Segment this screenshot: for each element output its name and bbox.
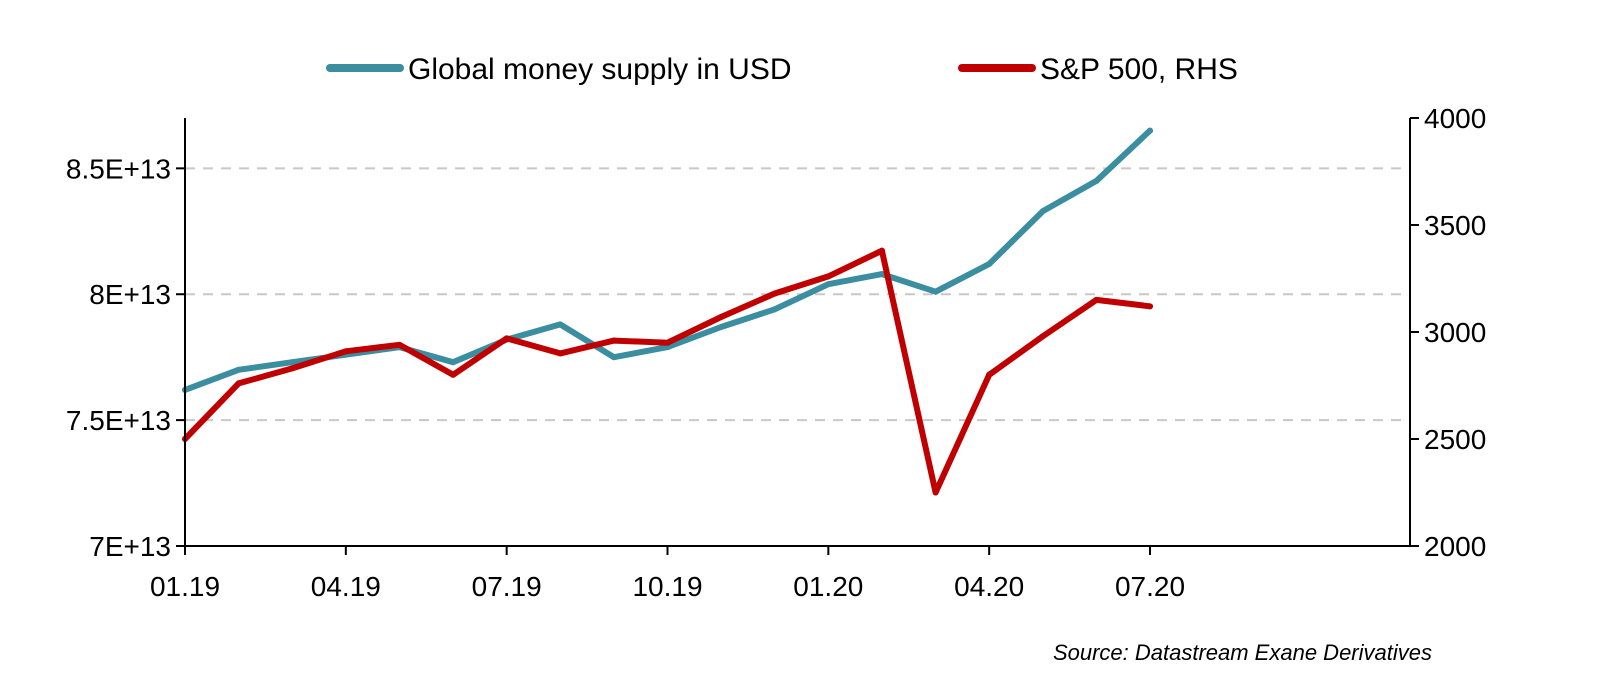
legend-label-2: S&P 500, RHS: [1040, 53, 1238, 86]
series-2-point: [878, 247, 885, 254]
series-2-point: [610, 337, 617, 344]
series-1-point: [557, 321, 564, 328]
x-tick-label: 01.20: [793, 571, 863, 602]
series-2-point: [289, 365, 296, 372]
series-1-point: [825, 281, 832, 288]
x-tick-label: 10.19: [632, 571, 702, 602]
legend-label-1: Global money supply in USD: [408, 53, 792, 86]
gridlines: [185, 167, 1410, 422]
series-1-point: [289, 359, 296, 366]
plot-area: [182, 127, 1153, 496]
source-note: Source: Datastream Exane Derivatives: [1053, 640, 1432, 665]
series-2-point: [718, 314, 725, 321]
series-2-point: [1147, 303, 1153, 310]
series-1-point: [932, 288, 939, 295]
series-2-point: [235, 380, 242, 387]
series-2-point: [1093, 296, 1100, 303]
series-1-point: [1093, 177, 1100, 184]
series-1-point: [450, 359, 457, 366]
series-1-point: [1147, 127, 1153, 134]
legend: Global money supply in USD S&P 500, RHS: [326, 53, 1238, 86]
left-tick-label: 8.5E+13: [66, 153, 171, 184]
right-tick-label: 2000: [1424, 531, 1486, 562]
series-2-point: [1039, 333, 1046, 340]
series-1-point: [718, 323, 725, 330]
series-2-point: [986, 371, 993, 378]
left-tick-label: 8E+13: [89, 279, 171, 310]
series-1-point: [235, 366, 242, 373]
x-tick-label: 04.20: [954, 571, 1024, 602]
series-2-point: [503, 335, 510, 342]
series-1-point: [771, 306, 778, 313]
left-tick-label: 7.5E+13: [66, 405, 171, 436]
series-2-point: [396, 341, 403, 348]
right-tick-label: 3500: [1424, 210, 1486, 241]
series-line-1: [182, 127, 1153, 393]
series-2-point: [557, 350, 564, 357]
left-tick-label: 7E+13: [89, 531, 171, 562]
axes: 7E+13 7.5E+13 8E+13 8.5E+13 2000 2500 3000 3500…: [66, 103, 1486, 602]
right-tick-label: 4000: [1424, 103, 1486, 134]
series-1-point: [1039, 208, 1046, 215]
x-tick-label: 07.20: [1115, 571, 1185, 602]
series-2-point: [932, 489, 939, 496]
right-tick-label: 3000: [1424, 317, 1486, 348]
x-tick-label: 01.19: [150, 571, 220, 602]
series-2-point: [342, 348, 349, 355]
series-line-2: [182, 247, 1153, 496]
series-2-point: [825, 273, 832, 280]
x-tick-label: 04.19: [311, 571, 381, 602]
right-tick-label: 2500: [1424, 424, 1486, 455]
series-2-point: [771, 290, 778, 297]
x-tick-label: 07.19: [472, 571, 542, 602]
series-2-point: [664, 339, 671, 346]
series-1-point: [610, 354, 617, 361]
series-1-point: [986, 261, 993, 268]
series-1-point: [878, 271, 885, 278]
series-2-point: [450, 371, 457, 378]
